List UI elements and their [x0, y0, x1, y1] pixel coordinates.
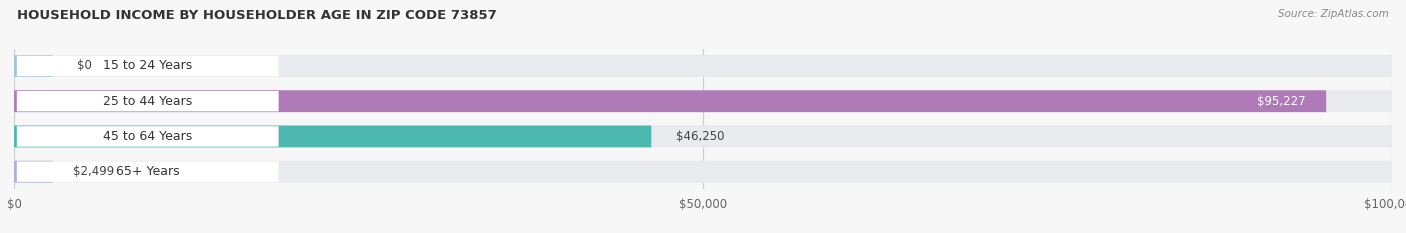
Text: 25 to 44 Years: 25 to 44 Years: [103, 95, 193, 108]
FancyBboxPatch shape: [17, 91, 278, 111]
FancyBboxPatch shape: [14, 90, 1392, 112]
Text: HOUSEHOLD INCOME BY HOUSEHOLDER AGE IN ZIP CODE 73857: HOUSEHOLD INCOME BY HOUSEHOLDER AGE IN Z…: [17, 9, 496, 22]
Text: $0: $0: [77, 59, 93, 72]
FancyBboxPatch shape: [14, 126, 1392, 147]
Text: Source: ZipAtlas.com: Source: ZipAtlas.com: [1278, 9, 1389, 19]
Text: 15 to 24 Years: 15 to 24 Years: [103, 59, 193, 72]
Text: $2,499: $2,499: [73, 165, 114, 178]
FancyBboxPatch shape: [14, 90, 1326, 112]
Text: 65+ Years: 65+ Years: [115, 165, 180, 178]
Text: $95,227: $95,227: [1257, 95, 1306, 108]
FancyBboxPatch shape: [17, 126, 278, 147]
FancyBboxPatch shape: [14, 126, 651, 147]
FancyBboxPatch shape: [17, 56, 278, 76]
FancyBboxPatch shape: [14, 161, 1392, 183]
FancyBboxPatch shape: [17, 161, 278, 182]
FancyBboxPatch shape: [14, 161, 52, 183]
FancyBboxPatch shape: [14, 55, 52, 77]
Text: $46,250: $46,250: [676, 130, 724, 143]
FancyBboxPatch shape: [14, 55, 1392, 77]
Text: 45 to 64 Years: 45 to 64 Years: [103, 130, 193, 143]
